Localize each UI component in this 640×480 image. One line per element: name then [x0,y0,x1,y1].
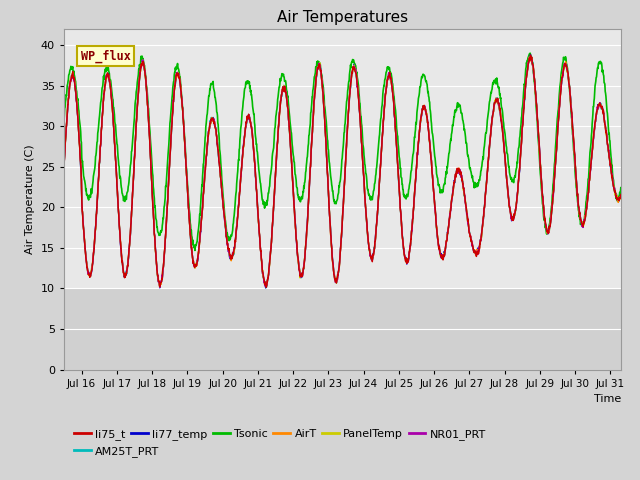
Text: WP_flux: WP_flux [81,49,131,63]
Y-axis label: Air Temperature (C): Air Temperature (C) [26,144,35,254]
Bar [64,288,621,370]
X-axis label: Time: Time [593,394,621,404]
Title: Air Temperatures: Air Temperatures [277,10,408,25]
Legend: AM25T_PRT: AM25T_PRT [70,442,164,461]
